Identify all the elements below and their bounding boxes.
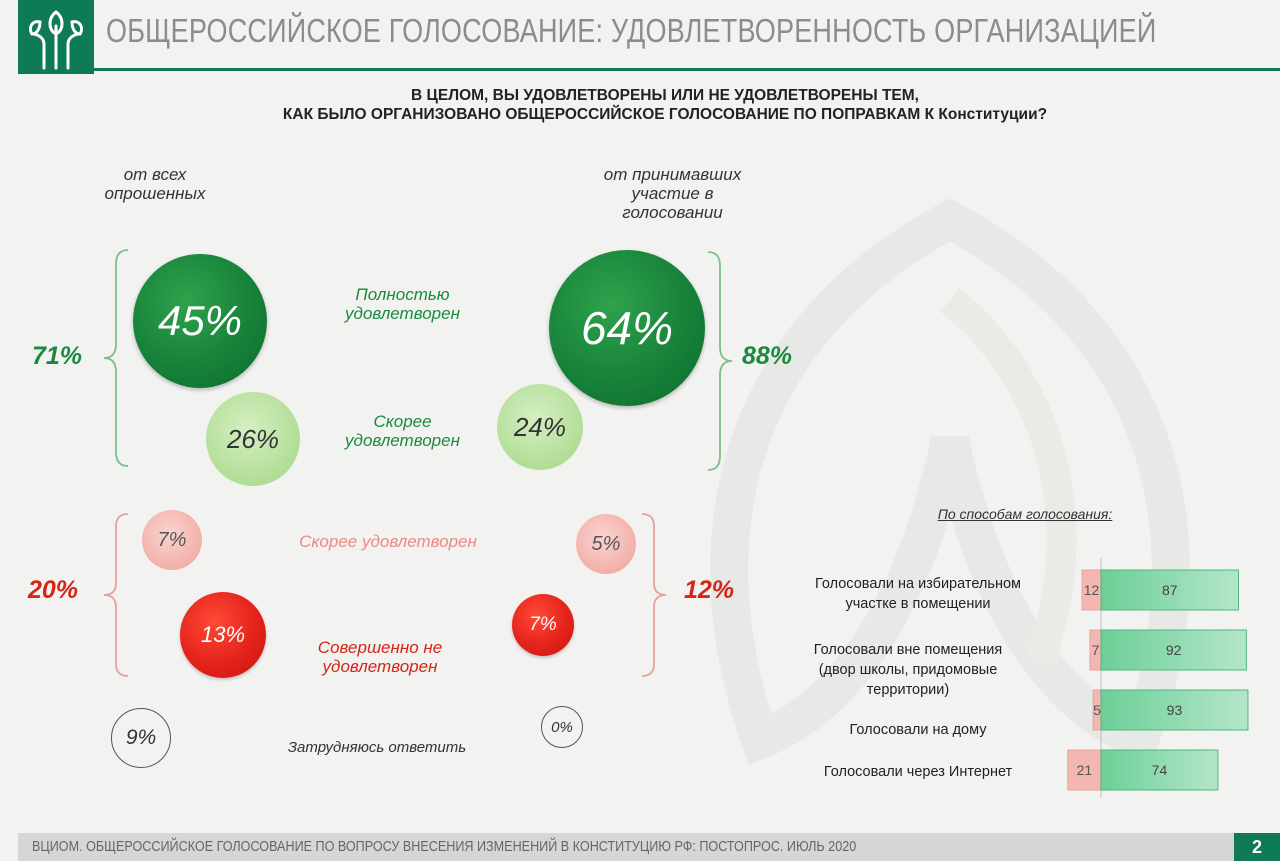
method-row-label-line: участке в помещении: [845, 596, 991, 612]
method-row-label-line: Голосовали на дому: [849, 722, 987, 738]
method-row-label-line: Голосовали на избирательном: [814, 576, 1021, 592]
method-row-label: Голосовали на избирательном участке в по…: [788, 574, 1048, 614]
column-header-all-line: от всех: [123, 165, 187, 184]
sum-all-satisfied: 71%: [32, 342, 83, 370]
method-row-label-line: (двор школы, придомовые: [818, 662, 998, 678]
bubble-value: 24%: [513, 411, 567, 442]
method-row-label-line: территории): [866, 682, 950, 698]
bubble-all-rather-satisfied: 26%: [206, 392, 300, 486]
label-line: удовлетворен: [345, 304, 460, 323]
sum-voters-dissatisfied: 12%: [684, 576, 735, 604]
bubble-value: 0%: [551, 718, 573, 736]
brace-right-satisfied: [707, 251, 733, 471]
sum-all-dissatisfied: 20%: [28, 576, 79, 604]
bubble-value: 5%: [591, 532, 621, 555]
bubble-all-hard-to-say: 9%: [111, 708, 171, 768]
method-row-label: Голосовали через Интернет: [788, 762, 1048, 782]
method-row-label: Голосовали на дому: [788, 720, 1048, 740]
bubble-value: 7%: [157, 528, 187, 551]
sum-voters-satisfied: 88%: [742, 342, 793, 370]
bubble-value: 13%: [200, 622, 246, 647]
tree-logo-icon: [28, 10, 84, 70]
bubble-all-rather-dissatisfied: 7%: [142, 510, 202, 570]
method-row-label-line: Голосовали вне помещения: [813, 642, 1003, 658]
label-fully-dissatisfied: Совершенно не удовлетворен: [280, 638, 480, 676]
column-header-voters-line: голосовании: [622, 203, 723, 222]
header-divider: [94, 68, 1280, 71]
bubble-all-fully-satisfied: 45%: [133, 254, 267, 388]
bubble-value: 45%: [157, 297, 243, 344]
bubble-value: 26%: [226, 423, 280, 454]
footer-bar: [18, 833, 1234, 861]
label-rather-dissatisfied: Скорее удовлетворен: [268, 532, 508, 551]
method-row-label: Голосовали вне помещения (двор школы, пр…: [778, 640, 1038, 700]
logo: [18, 0, 94, 74]
label-hard-to-say: Затрудняюсь ответить: [262, 738, 492, 757]
bubble-value: 64%: [580, 302, 674, 354]
label-line: Затрудняюсь ответить: [287, 739, 467, 756]
question-line-1: В ЦЕЛОМ, ВЫ УДОВЛЕТВОРЕНЫ ИЛИ НЕ УДОВЛЕТ…: [411, 87, 919, 104]
column-header-voters-line: от принимавших: [603, 165, 742, 184]
column-header-voters: от принимавших участие в голосовании: [560, 165, 785, 222]
bubble-voters-fully-dissatisfied: 7%: [512, 594, 574, 656]
label-line: удовлетворен: [345, 431, 460, 450]
label-fully-satisfied: Полностью удовлетворен: [300, 285, 505, 323]
label-line: Скорее: [373, 412, 432, 431]
bubble-all-fully-dissatisfied: 13%: [180, 592, 266, 678]
column-header-all: от всех опрошенных: [70, 165, 240, 203]
label-line: Совершенно не: [317, 638, 443, 657]
bubble-voters-hard-to-say: 0%: [541, 706, 583, 748]
brace-left-satisfied: [103, 249, 129, 467]
column-header-all-line: опрошенных: [104, 184, 206, 203]
bubble-voters-fully-satisfied: 64%: [549, 250, 705, 406]
background-leaf-decoration: [710, 198, 1190, 766]
brace-left-dissatisfied: [103, 513, 129, 677]
label-line: Скорее удовлетворен: [299, 532, 477, 551]
brace-right-dissatisfied: [641, 513, 667, 677]
question-line-2: КАК БЫЛО ОРГАНИЗОВАНО ОБЩЕРОССИЙСКОЕ ГОЛ…: [282, 106, 1048, 123]
method-row-label-line: Голосовали через Интернет: [823, 764, 1013, 780]
bubble-voters-rather-dissatisfied: 5%: [576, 514, 636, 574]
label-line: удовлетворен: [322, 657, 438, 676]
page-title: ОБЩЕРОССИЙСКОЕ ГОЛОСОВАНИЕ: УДОВЛЕТВОРЕН…: [106, 12, 1157, 49]
bubble-voters-rather-satisfied: 24%: [497, 384, 583, 470]
methods-chart-title: По способам голосования:: [937, 506, 1113, 522]
bubble-value: 7%: [529, 614, 557, 635]
footer-source: ВЦИОМ. ОБЩЕРОССИЙСКОЕ ГОЛОСОВАНИЕ ПО ВОП…: [32, 838, 857, 855]
label-rather-satisfied: Скорее удовлетворен: [300, 412, 505, 450]
column-header-voters-line: участие в: [631, 184, 714, 203]
bubble-value: 9%: [125, 726, 157, 749]
label-line: Полностью: [355, 285, 450, 304]
page-number: 2: [1234, 833, 1280, 861]
